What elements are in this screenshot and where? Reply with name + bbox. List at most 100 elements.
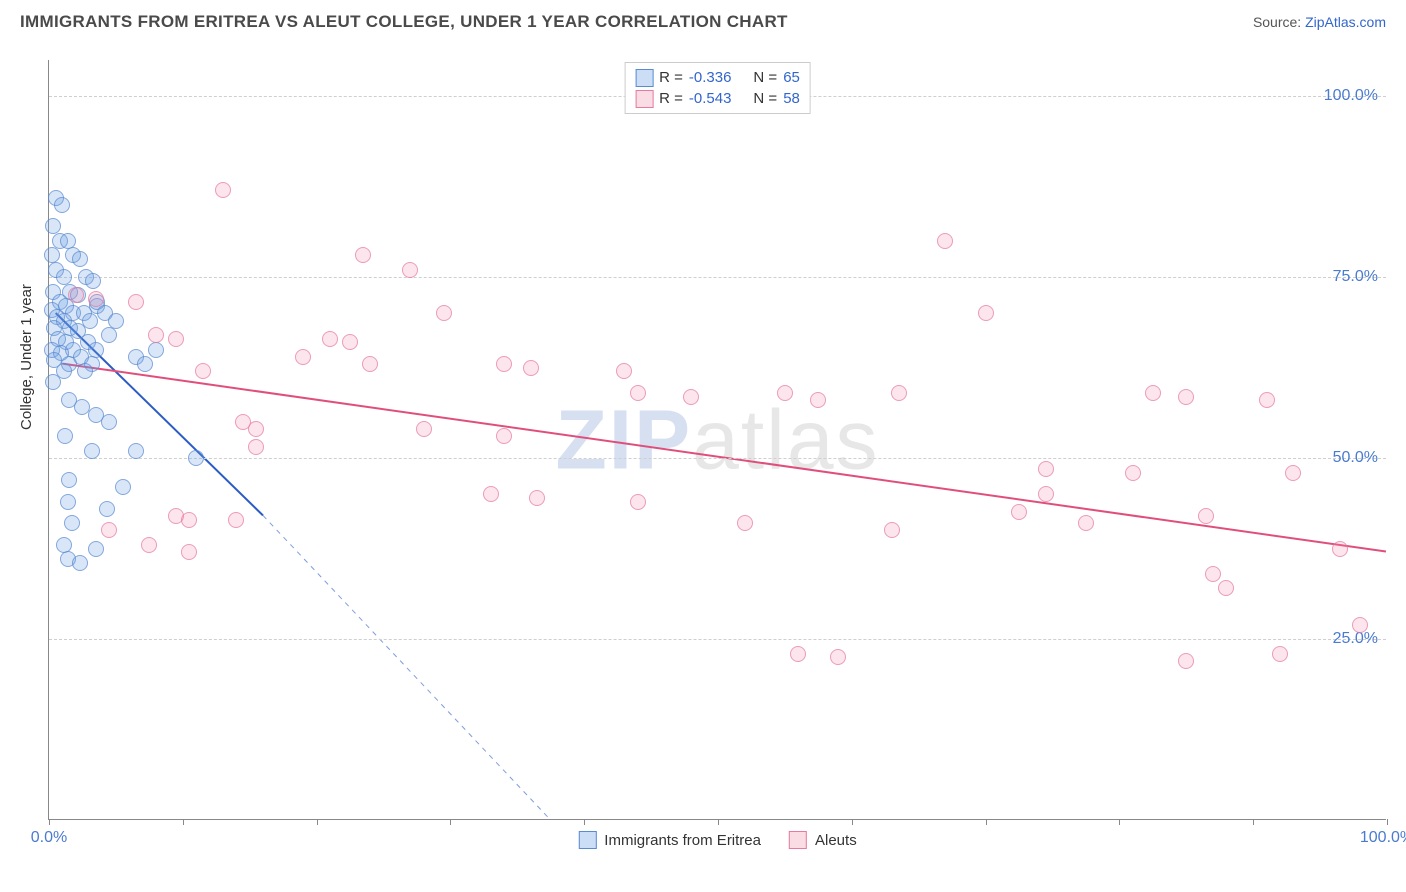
series-legend: Immigrants from Eritrea Aleuts: [578, 831, 856, 849]
legend-label: Aleuts: [815, 832, 857, 849]
data-point: [137, 356, 153, 372]
data-point: [737, 515, 753, 531]
data-point: [1038, 486, 1054, 502]
data-point: [1332, 541, 1348, 557]
data-point: [64, 515, 80, 531]
r-value: -0.543: [689, 88, 732, 109]
data-point: [99, 501, 115, 517]
data-point: [115, 479, 131, 495]
data-point: [884, 522, 900, 538]
data-point: [215, 182, 231, 198]
data-point: [168, 331, 184, 347]
data-point: [1285, 465, 1301, 481]
x-tick: [1387, 819, 1388, 825]
data-point: [248, 421, 264, 437]
data-point: [1125, 465, 1141, 481]
data-point: [1011, 504, 1027, 520]
data-point: [88, 291, 104, 307]
data-point: [77, 363, 93, 379]
data-point: [85, 273, 101, 289]
data-point: [61, 472, 77, 488]
data-point: [891, 385, 907, 401]
n-value: 65: [783, 67, 800, 88]
data-point: [496, 428, 512, 444]
data-point: [101, 327, 117, 343]
data-point: [937, 233, 953, 249]
x-tick: [317, 819, 318, 825]
x-tick: [1253, 819, 1254, 825]
data-point: [295, 349, 311, 365]
data-point: [57, 428, 73, 444]
r-value: -0.336: [689, 67, 732, 88]
r-label: R =: [659, 88, 683, 109]
x-tick: [183, 819, 184, 825]
y-tick-label: 75.0%: [1333, 268, 1378, 286]
data-point: [181, 544, 197, 560]
source-prefix: Source:: [1253, 14, 1305, 30]
gridline: [49, 458, 1386, 459]
data-point: [1178, 653, 1194, 669]
y-tick-label: 50.0%: [1333, 449, 1378, 467]
legend-label: Immigrants from Eritrea: [604, 832, 761, 849]
x-tick-label: 100.0%: [1360, 829, 1406, 847]
data-point: [790, 646, 806, 662]
data-point: [1218, 580, 1234, 596]
source-attribution: Source: ZipAtlas.com: [1253, 14, 1386, 30]
data-point: [148, 342, 164, 358]
data-point: [88, 541, 104, 557]
source-link[interactable]: ZipAtlas.com: [1305, 14, 1386, 30]
n-label: N =: [753, 67, 777, 88]
chart-header: IMMIGRANTS FROM ERITREA VS ALEUT COLLEGE…: [0, 0, 1406, 40]
data-point: [496, 356, 512, 372]
data-point: [777, 385, 793, 401]
data-point: [128, 443, 144, 459]
data-point: [1145, 385, 1161, 401]
data-point: [523, 360, 539, 376]
data-point: [416, 421, 432, 437]
x-tick-label: 0.0%: [31, 829, 67, 847]
data-point: [436, 305, 452, 321]
watermark: ZIPatlas: [555, 391, 879, 488]
data-point: [148, 327, 164, 343]
data-point: [108, 313, 124, 329]
data-point: [72, 251, 88, 267]
scatter-chart: ZIPatlas R =-0.336N =65R =-0.543N =58 Im…: [48, 60, 1386, 820]
data-point: [683, 389, 699, 405]
legend-swatch: [635, 69, 653, 87]
data-point: [60, 494, 76, 510]
gridline: [49, 639, 1386, 640]
x-tick: [718, 819, 719, 825]
data-point: [978, 305, 994, 321]
data-point: [45, 374, 61, 390]
data-point: [322, 331, 338, 347]
watermark-part1: ZIP: [555, 392, 692, 486]
data-point: [402, 262, 418, 278]
data-point: [616, 363, 632, 379]
gridline: [49, 277, 1386, 278]
data-point: [141, 537, 157, 553]
data-point: [630, 494, 646, 510]
y-tick-label: 100.0%: [1324, 87, 1378, 105]
x-tick: [852, 819, 853, 825]
data-point: [362, 356, 378, 372]
legend-swatch: [789, 831, 807, 849]
data-point: [1178, 389, 1194, 405]
data-point: [248, 439, 264, 455]
data-point: [355, 247, 371, 263]
legend-swatch: [578, 831, 596, 849]
chart-title: IMMIGRANTS FROM ERITREA VS ALEUT COLLEGE…: [20, 12, 788, 32]
data-point: [195, 363, 211, 379]
data-point: [1038, 461, 1054, 477]
data-point: [483, 486, 499, 502]
data-point: [529, 490, 545, 506]
data-point: [1078, 515, 1094, 531]
data-point: [101, 522, 117, 538]
data-point: [72, 555, 88, 571]
data-point: [128, 294, 144, 310]
data-point: [1205, 566, 1221, 582]
y-tick-label: 25.0%: [1333, 630, 1378, 648]
data-point: [342, 334, 358, 350]
correlation-legend: R =-0.336N =65R =-0.543N =58: [624, 62, 811, 114]
x-tick: [584, 819, 585, 825]
y-axis-label: College, Under 1 year: [18, 284, 35, 430]
